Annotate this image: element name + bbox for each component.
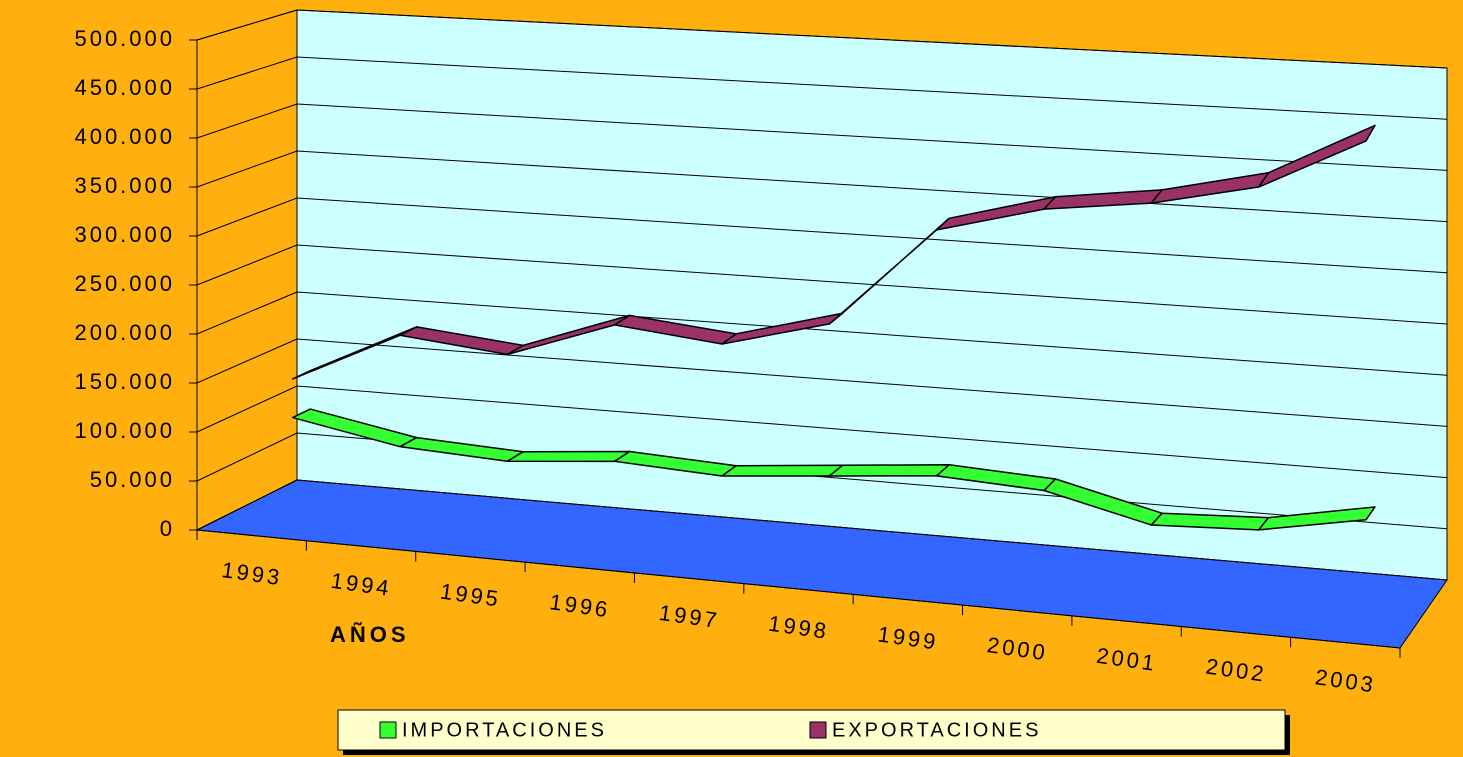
ribbon-segment xyxy=(1257,124,1376,188)
ribbon-segment xyxy=(828,464,950,477)
x-tick-label: 2003 xyxy=(1314,664,1378,697)
y-tick-label: 0 xyxy=(160,516,175,541)
x-axis-title: AÑOS xyxy=(330,622,410,647)
y-tick-label: 450.000 xyxy=(74,75,175,100)
side-grid-line xyxy=(196,479,298,531)
grid-line xyxy=(296,385,1448,479)
side-grid-line xyxy=(196,56,298,90)
legend-label: EXPORTACIONES xyxy=(832,719,1041,741)
side-grid-line xyxy=(196,338,298,384)
grid-line xyxy=(296,150,1448,223)
x-tick-label: 1997 xyxy=(657,600,721,633)
x-tick-label: 2001 xyxy=(1095,643,1159,676)
side-grid-line xyxy=(196,291,298,335)
side-grid-line xyxy=(196,385,298,433)
x-tick-label: 2000 xyxy=(986,632,1050,665)
ribbon-segment xyxy=(721,464,844,477)
grid-line xyxy=(296,103,1448,171)
y-tick-label: 300.000 xyxy=(74,222,175,247)
x-axis xyxy=(196,529,1401,649)
side-grid-line xyxy=(196,432,298,482)
grid-line xyxy=(296,9,1448,69)
x-tick-label: 1994 xyxy=(329,568,393,601)
y-tick-label: 500.000 xyxy=(74,26,175,51)
x-tick-label: 1993 xyxy=(220,557,284,590)
legend-swatch xyxy=(809,721,827,739)
side-grid-line xyxy=(196,150,298,188)
x-tick-label: 1996 xyxy=(548,589,612,622)
legend: IMPORTACIONES EXPORTACIONES xyxy=(337,709,1290,755)
left-wall xyxy=(196,9,298,531)
y-tick-label: 250.000 xyxy=(74,271,175,296)
grid-line xyxy=(296,479,1448,581)
x-tick-label: 1998 xyxy=(767,611,831,644)
y-tick-label: 150.000 xyxy=(74,369,175,394)
y-tick-label: 200.000 xyxy=(74,320,175,345)
x-tick-label: 2002 xyxy=(1204,654,1268,687)
y-tick-label: 400.000 xyxy=(74,124,175,149)
grid-line xyxy=(296,197,1448,274)
side-grid-line xyxy=(196,197,298,237)
grid-line xyxy=(296,244,1448,325)
legend-label: IMPORTACIONES xyxy=(402,719,607,741)
side-grid-line xyxy=(196,244,298,286)
legend-swatch xyxy=(379,721,397,739)
x-tick-label: 1995 xyxy=(439,579,503,612)
grid-line xyxy=(296,291,1448,376)
y-tick-label: 50.000 xyxy=(90,467,175,492)
ribbon-segment xyxy=(1257,506,1376,531)
y-tick-label: 350.000 xyxy=(74,173,175,198)
x-tick-label: 1999 xyxy=(876,621,940,654)
side-grid-line xyxy=(196,103,298,139)
grid-line xyxy=(296,338,1448,427)
ribbon-segment xyxy=(506,450,631,463)
grid-line xyxy=(296,56,1448,120)
side-grid-line xyxy=(196,9,298,41)
y-tick-label: 100.000 xyxy=(74,418,175,443)
